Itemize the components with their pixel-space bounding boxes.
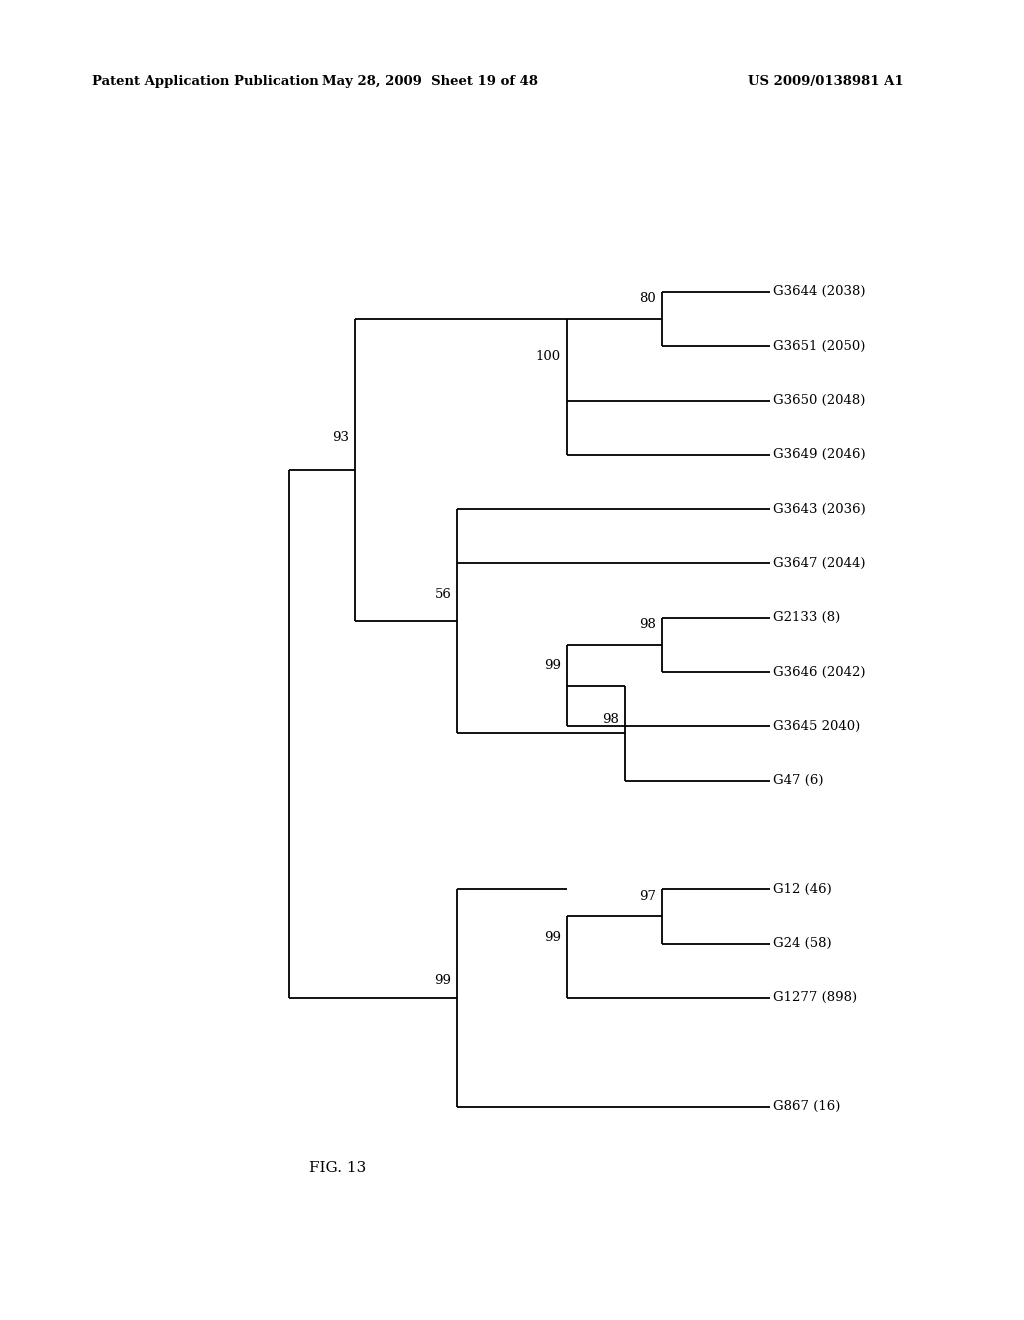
Text: 93: 93 <box>332 430 349 444</box>
Text: 56: 56 <box>434 589 452 602</box>
Text: Patent Application Publication: Patent Application Publication <box>92 75 318 88</box>
Text: G47 (6): G47 (6) <box>773 775 823 787</box>
Text: 98: 98 <box>639 618 656 631</box>
Text: G3649 (2046): G3649 (2046) <box>773 449 865 461</box>
Text: 99: 99 <box>544 659 561 672</box>
Text: G3647 (2044): G3647 (2044) <box>773 557 865 570</box>
Text: FIG. 13: FIG. 13 <box>309 1162 367 1175</box>
Text: US 2009/0138981 A1: US 2009/0138981 A1 <box>748 75 903 88</box>
Text: 97: 97 <box>639 890 656 903</box>
Text: 99: 99 <box>544 931 561 944</box>
Text: G12 (46): G12 (46) <box>773 883 831 896</box>
Text: G2133 (8): G2133 (8) <box>773 611 840 624</box>
Text: G867 (16): G867 (16) <box>773 1100 840 1113</box>
Text: 100: 100 <box>536 350 561 363</box>
Text: G3650 (2048): G3650 (2048) <box>773 395 865 407</box>
Text: G24 (58): G24 (58) <box>773 937 831 950</box>
Text: G3646 (2042): G3646 (2042) <box>773 665 865 678</box>
Text: G3643 (2036): G3643 (2036) <box>773 503 865 516</box>
Text: 80: 80 <box>639 293 656 305</box>
Text: 98: 98 <box>602 713 620 726</box>
Text: G3645 2040): G3645 2040) <box>773 719 860 733</box>
Text: 99: 99 <box>434 974 452 987</box>
Text: May 28, 2009  Sheet 19 of 48: May 28, 2009 Sheet 19 of 48 <box>323 75 538 88</box>
Text: G3644 (2038): G3644 (2038) <box>773 285 865 298</box>
Text: G1277 (898): G1277 (898) <box>773 991 857 1005</box>
Text: G3651 (2050): G3651 (2050) <box>773 339 865 352</box>
